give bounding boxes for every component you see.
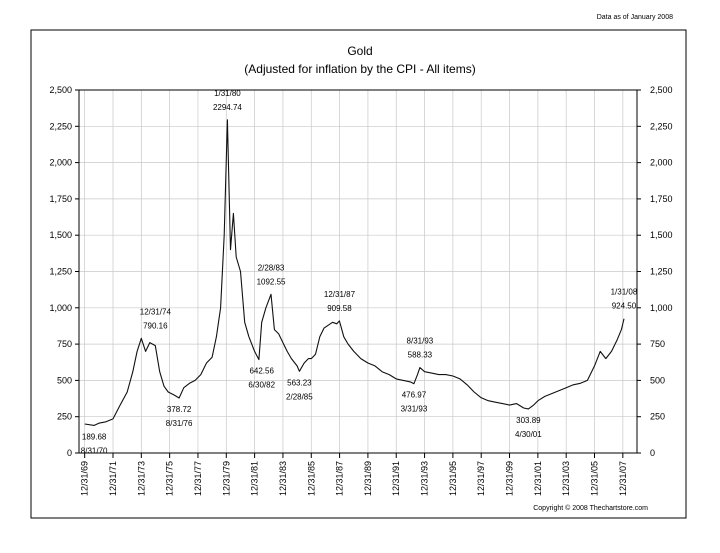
annotation-value: 303.89: [516, 416, 541, 425]
annotation-value: 642.56: [249, 367, 274, 376]
x-tick-label: 12/31/95: [448, 461, 458, 496]
x-tick-label: 12/31/87: [335, 461, 345, 496]
annotation-value: 909.58: [327, 304, 352, 313]
x-tick-label: 12/31/73: [136, 461, 146, 496]
chart-frame: [30, 29, 687, 519]
annotation-date: 3/31/93: [401, 405, 428, 414]
y-tick-label-right: 1,250: [650, 267, 673, 277]
x-tick-label: 12/31/97: [476, 461, 486, 496]
x-tick-label: 12/31/91: [391, 461, 401, 496]
annotation-date: 4/30/01: [515, 430, 542, 439]
y-tick-label-right: 2,500: [650, 85, 673, 95]
y-tick-label-left: 2,500: [49, 85, 72, 95]
annotation-date: 2/28/85: [286, 392, 313, 401]
annotation-value: 790.16: [143, 321, 168, 330]
y-axis-left: 0 250 500 750 1,000 1,250 1,500 1,750 2,000 2,250…: [49, 85, 79, 458]
x-tick-label: 12/31/79: [221, 461, 231, 496]
annotation-date: 6/30/82: [248, 381, 275, 390]
annotation-value: 588.33: [408, 351, 433, 360]
y-tick-label-left: 1,250: [49, 267, 72, 277]
annotations: 189.68 8/31/70 12/31/74 790.16 378.72 8/31/76…: [81, 89, 638, 456]
y-tick-label-left: 1,000: [49, 303, 72, 313]
y-tick-label-right: 2,250: [650, 121, 673, 131]
x-tick-label: 12/31/81: [250, 461, 260, 496]
chart-title: Gold: [347, 44, 372, 58]
x-tick-label: 12/31/71: [108, 461, 118, 496]
copyright-note: Copyright © 2008 Thechartstore.com: [533, 504, 648, 512]
annotation-date: 8/31/93: [407, 337, 434, 346]
y-tick-label-left: 1,750: [49, 194, 72, 204]
annotation-date: 12/31/87: [324, 290, 356, 299]
y-tick-label-left: 750: [57, 339, 72, 349]
annotation-value: 476.97: [402, 391, 427, 400]
x-tick-label: 12/31/05: [590, 461, 600, 496]
annotation-value: 1092.55: [257, 277, 286, 286]
x-tick-label: 12/31/01: [533, 461, 543, 496]
annotation-date: 8/31/70: [81, 446, 108, 455]
y-tick-label-left: 0: [67, 448, 72, 458]
x-tick-label: 12/31/77: [193, 461, 203, 496]
annotation-value: 924.50: [612, 302, 637, 311]
x-tick-label: 12/31/83: [278, 461, 288, 496]
y-tick-label-right: 1,000: [650, 303, 673, 313]
y-tick-label-right: 750: [650, 339, 665, 349]
annotation-value: 563.23: [287, 378, 312, 387]
y-tick-label-right: 250: [650, 412, 665, 422]
y-tick-label-right: 1,750: [650, 194, 673, 204]
data-date-note: Data as of January 2008: [597, 14, 673, 21]
y-axis-right: 0 250 500 750 1,000 1,250 1,500 1,750 2,000 2,250…: [637, 85, 673, 458]
x-tick-label: 12/31/75: [165, 461, 175, 496]
annotation-date: 8/31/76: [166, 419, 193, 428]
x-tick-label: 12/31/69: [80, 461, 90, 496]
x-tick-label: 12/31/93: [420, 461, 430, 496]
annotation-date: 12/31/74: [140, 307, 172, 316]
grid-lines: [79, 90, 637, 453]
x-tick-label: 12/31/99: [505, 461, 515, 496]
x-axis: 12/31/69 12/31/71 12/31/73 12/31/75 12/31/77…: [80, 453, 628, 496]
y-tick-label-right: 1,500: [650, 230, 673, 240]
y-tick-label-right: 2,000: [650, 158, 673, 168]
y-tick-label-right: 500: [650, 375, 665, 385]
y-tick-label-left: 500: [57, 375, 72, 385]
annotation-value: 378.72: [167, 405, 192, 414]
x-tick-label: 12/31/85: [306, 461, 316, 496]
annotation-value: 2294.74: [213, 103, 242, 112]
x-tick-label: 12/31/07: [618, 461, 628, 496]
series-group: [84, 119, 625, 426]
y-tick-label-left: 2,250: [49, 121, 72, 131]
y-tick-label-left: 250: [57, 412, 72, 422]
annotation-date: 1/31/08: [611, 288, 638, 297]
annotation-date: 1/31/80: [214, 89, 241, 98]
y-tick-label-right: 0: [650, 448, 655, 458]
annotation-date: 2/28/83: [258, 263, 285, 272]
y-tick-label-left: 1,500: [49, 230, 72, 240]
x-tick-label: 12/31/03: [561, 461, 571, 496]
y-tick-label-left: 2,000: [49, 158, 72, 168]
gold-price-line: [84, 119, 625, 426]
x-tick-label: 12/31/89: [363, 461, 373, 496]
chart-subtitle: (Adjusted for inflation by the CPI - All…: [244, 62, 475, 76]
annotation-value: 189.68: [82, 432, 107, 441]
